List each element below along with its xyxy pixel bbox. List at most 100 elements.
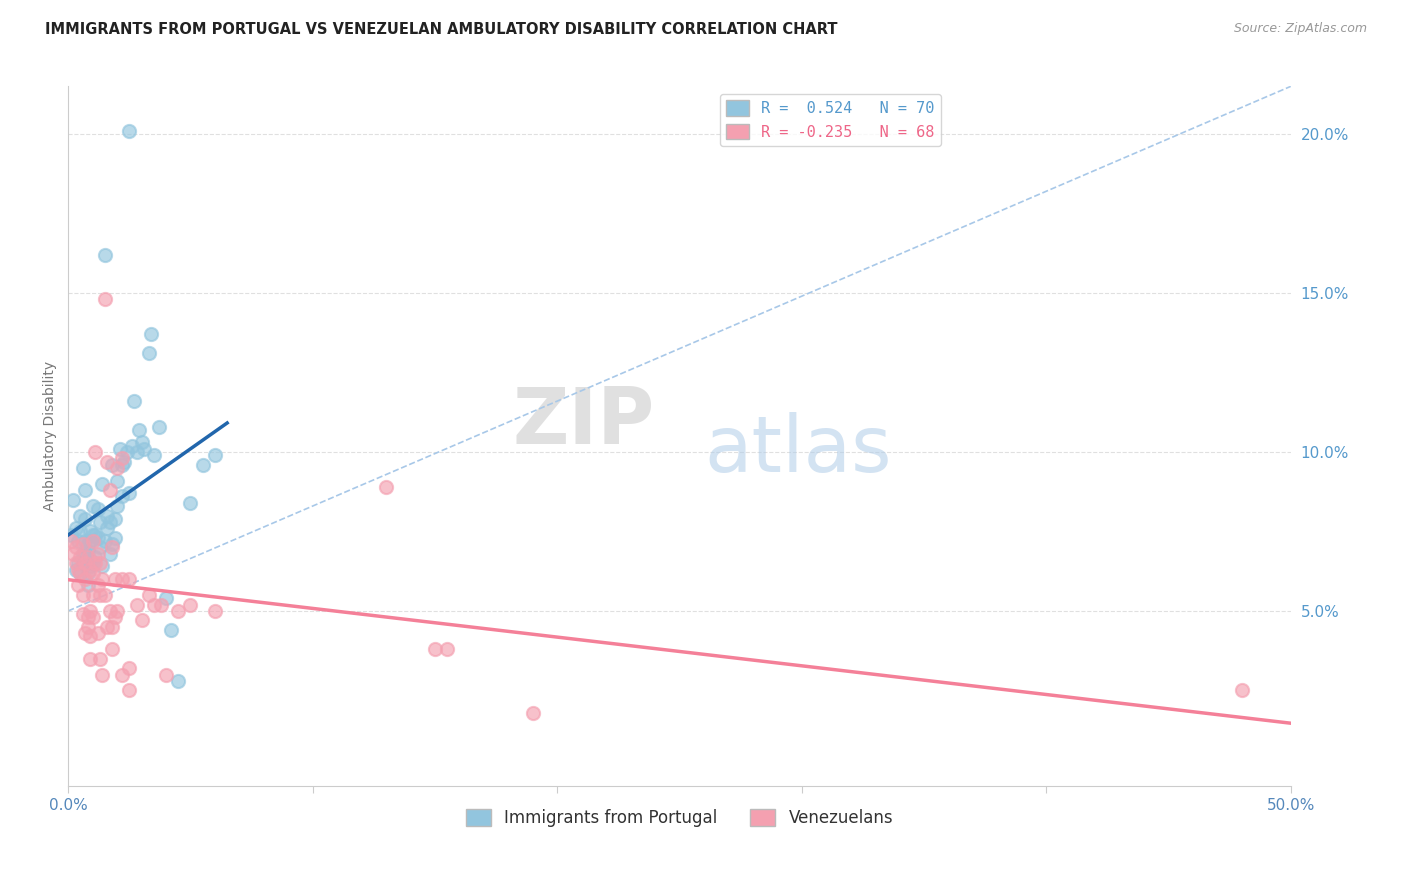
Point [79,533,101,548]
Point [62,492,84,507]
Point [423,642,446,657]
Text: atlas: atlas [704,412,891,488]
Point [522,706,544,720]
Point [179,598,201,612]
Point [150,598,173,612]
Point [101,458,124,472]
Point [96,454,118,468]
Point [76,566,98,580]
Point [191,458,214,472]
Point [69,508,91,523]
Point [82,527,104,541]
Point [131,435,153,450]
Point [122,394,145,409]
Point [94,533,117,548]
Point [91,476,114,491]
Point [66,563,89,577]
Point [79,629,101,643]
Point [75,572,97,586]
Point [79,651,101,665]
Point [104,531,127,545]
Point [75,483,97,497]
Point [101,642,124,657]
Point [108,442,131,456]
Point [65,556,87,570]
Point [138,346,160,360]
Point [118,572,141,586]
Point [86,626,108,640]
Point [118,661,141,675]
Point [121,439,143,453]
Point [105,474,128,488]
Text: IMMIGRANTS FROM PORTUGAL VS VENEZUELAN AMBULATORY DISABILITY CORRELATION CHART: IMMIGRANTS FROM PORTUGAL VS VENEZUELAN A… [45,22,838,37]
Point [66,556,89,570]
Point [84,556,107,570]
Point [76,549,98,564]
Point [91,572,114,586]
Point [82,588,104,602]
Point [111,667,134,681]
Point [69,524,91,539]
Point [76,543,98,558]
Point [436,642,458,657]
Point [84,549,107,564]
Point [160,623,183,637]
Point [101,620,124,634]
Point [204,604,226,618]
Point [101,541,124,555]
Point [76,537,98,551]
Text: ZIP: ZIP [513,384,655,460]
Point [155,667,177,681]
Point [105,499,128,513]
Point [76,610,98,624]
Point [142,598,165,612]
Point [86,578,108,592]
Point [82,610,104,624]
Point [101,537,124,551]
Point [96,508,118,523]
Point [84,445,107,459]
Point [125,598,148,612]
Point [79,524,101,539]
Point [96,521,118,535]
Point [72,547,94,561]
Point [91,667,114,681]
Point [167,673,190,688]
Point [76,620,98,634]
Point [59,527,82,541]
Point [69,566,91,580]
Point [104,512,127,526]
Point [167,604,190,618]
Point [118,124,141,138]
Point [79,553,101,567]
Point [1230,683,1253,698]
Point [66,578,89,592]
Point [105,604,128,618]
Point [65,563,87,577]
Point [104,572,127,586]
Point [89,541,111,555]
Point [111,572,134,586]
Point [79,559,101,574]
Point [65,541,87,555]
Point [62,547,84,561]
Point [82,556,104,570]
Point [141,327,163,342]
Point [69,549,91,564]
Point [65,521,87,535]
Point [72,461,94,475]
Point [82,499,104,513]
Point [89,515,111,529]
Point [72,556,94,570]
Point [96,620,118,634]
Point [125,445,148,459]
Point [69,566,91,580]
Point [98,515,121,529]
Point [94,293,117,307]
Point [89,651,111,665]
Point [128,423,150,437]
Point [79,563,101,577]
Point [115,445,138,459]
Point [375,480,398,494]
Point [72,537,94,551]
